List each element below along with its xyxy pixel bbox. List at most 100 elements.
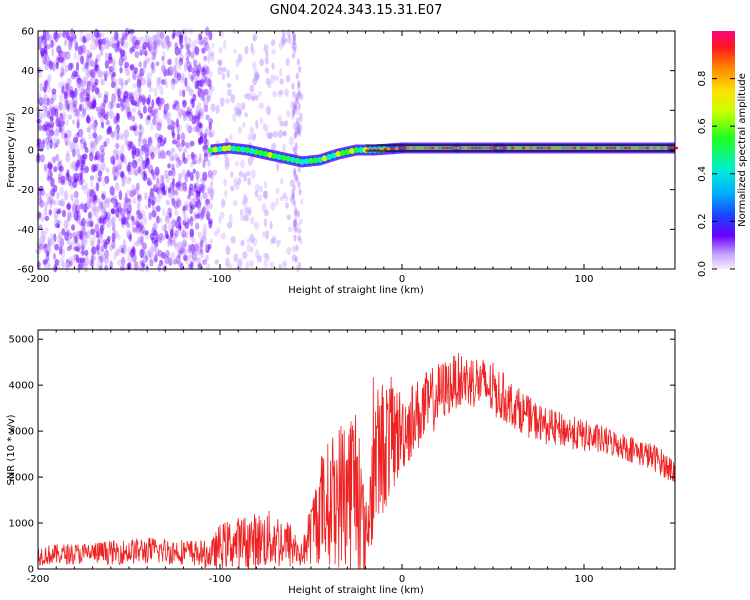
noise-speckle (100, 224, 104, 235)
noise-speckle (296, 227, 302, 234)
noise-speckle (224, 138, 229, 144)
noise-speckle (115, 248, 120, 257)
noise-speckle (73, 136, 79, 144)
noise-speckle (224, 97, 231, 104)
noise-speckle (253, 221, 260, 230)
noise-speckle (61, 209, 67, 218)
noise-speckle (197, 256, 201, 264)
noise-speckle (202, 66, 207, 77)
noise-speckle (81, 177, 85, 184)
noise-speckle (295, 174, 299, 182)
noise-speckle (124, 80, 128, 86)
noise-speckle (235, 59, 240, 67)
noise-speckle (112, 251, 117, 261)
noise-speckle (96, 238, 101, 247)
noise-speckle (150, 109, 155, 117)
noise-speckle (293, 103, 298, 111)
noise-speckle (62, 111, 67, 118)
noise-speckle (41, 232, 47, 241)
noise-speckle (292, 33, 297, 41)
noise-speckle (83, 203, 88, 214)
noise-speckle (292, 223, 298, 231)
noise-speckle (107, 197, 111, 204)
noise-speckle (78, 103, 83, 111)
noise-speckle (86, 198, 90, 209)
noise-speckle (94, 58, 98, 68)
noise-speckle (263, 190, 269, 200)
noise-speckle (276, 162, 280, 172)
noise-speckle (80, 112, 86, 118)
noise-speckle (122, 175, 128, 184)
noise-speckle (116, 88, 121, 98)
noise-speckle (144, 192, 148, 201)
noise-speckle (138, 226, 143, 236)
noise-speckle (99, 144, 105, 153)
noise-speckle (202, 236, 207, 243)
noise-speckle (77, 205, 82, 211)
noise-speckle (92, 208, 98, 215)
noise-speckle (83, 141, 87, 150)
tone-blob (271, 152, 278, 159)
noise-speckle (66, 31, 70, 41)
noise-speckle (183, 35, 189, 42)
noise-speckle (111, 216, 116, 225)
noise-speckle (111, 239, 116, 250)
noise-speckle (86, 127, 91, 133)
noise-speckle (98, 175, 103, 182)
noise-speckle (77, 243, 82, 250)
noise-speckle (192, 211, 197, 222)
tone-blob (235, 146, 242, 153)
noise-speckle (67, 40, 73, 46)
noise-speckle (89, 236, 94, 247)
noise-speckle (290, 114, 295, 120)
noise-speckle (104, 60, 110, 69)
snr-y-ticks: 0 1000 2000 3000 4000 5000 (9, 335, 675, 576)
noise-speckle (177, 259, 182, 267)
noise-speckle (210, 54, 215, 62)
noise-speckle (52, 184, 58, 193)
noise-speckle (93, 99, 97, 108)
noise-speckle (48, 60, 54, 70)
noise-speckle (291, 245, 297, 253)
noise-speckle (69, 37, 73, 48)
noise-speckle (294, 103, 298, 111)
noise-speckle (92, 196, 98, 205)
noise-speckle (117, 234, 121, 240)
noise-speckle (66, 229, 70, 237)
noise-speckle (135, 182, 140, 191)
noise-speckle (170, 119, 174, 128)
noise-speckle (46, 142, 50, 151)
noise-speckle (83, 234, 87, 244)
noise-speckle (57, 173, 62, 180)
noise-speckle (298, 93, 304, 101)
noise-speckle (259, 117, 264, 124)
noise-speckle (177, 124, 183, 131)
noise-speckle (55, 62, 59, 70)
noise-speckle (154, 166, 160, 176)
noise-speckle (148, 254, 153, 262)
spectrogram-y-ticks: -60 -40 -20 0 20 40 60 (18, 27, 675, 276)
noise-speckle (136, 209, 142, 219)
noise-speckle (176, 196, 181, 205)
noise-speckle (132, 159, 138, 169)
noise-speckle (148, 111, 154, 117)
noise-speckle (250, 169, 256, 179)
snr-x-tick-label: -200 (27, 574, 50, 585)
tone-blob (317, 156, 324, 163)
noise-speckle (164, 169, 169, 179)
noise-speckle (186, 84, 191, 92)
noise-speckle (36, 153, 41, 163)
noise-speckle (137, 194, 141, 200)
noise-speckle (174, 243, 180, 252)
noise-speckle (173, 99, 179, 106)
noise-speckle (77, 45, 84, 55)
noise-speckle (204, 241, 209, 251)
noise-speckle (166, 59, 171, 65)
noise-speckle (134, 240, 140, 247)
noise-speckle (157, 249, 163, 257)
noise-speckle (296, 58, 301, 66)
noise-speckle (165, 112, 171, 122)
noise-speckle (298, 124, 302, 134)
noise-speckle (263, 180, 268, 189)
noise-speckle (73, 51, 77, 61)
